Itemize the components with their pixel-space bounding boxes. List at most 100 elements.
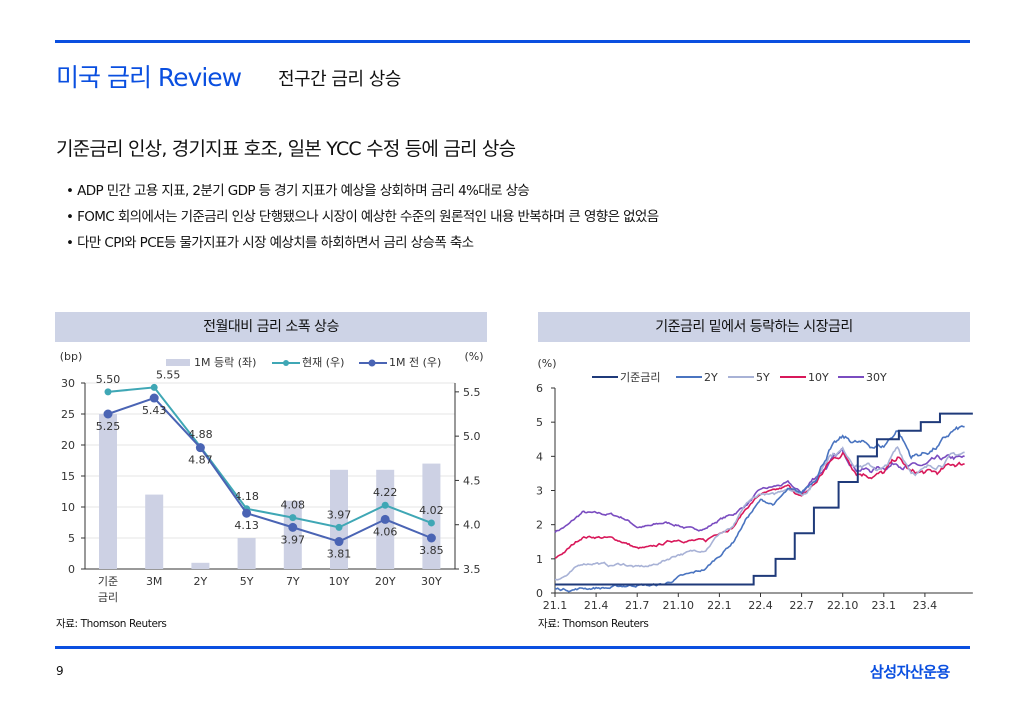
legend-marker xyxy=(283,360,289,366)
y-left-tick-label: 15 xyxy=(61,470,75,483)
x-tick-label: 22.7 xyxy=(789,599,814,612)
x-tick-label: 21.1 xyxy=(543,599,568,612)
bullet-item: FOMC 회의에서는 기준금리 인상 단행됐으나 시장이 예상한 수준의 원론적… xyxy=(66,204,659,230)
x-tick-label: 7Y xyxy=(286,575,300,588)
bar xyxy=(145,494,164,569)
x-tick-label: 23.1 xyxy=(872,599,897,612)
data-label: 3.81 xyxy=(327,548,352,561)
data-label: 5.50 xyxy=(96,373,121,386)
data-label: 4.18 xyxy=(234,490,259,503)
data-label: 3.85 xyxy=(419,544,444,557)
x-tick-label: 금리 xyxy=(98,591,118,604)
footer-rule xyxy=(55,646,970,649)
x-tick-label: 30Y xyxy=(421,575,442,588)
data-point xyxy=(335,523,343,531)
bar xyxy=(237,538,256,569)
y-tick-label: 2 xyxy=(536,519,543,532)
data-label: 4.22 xyxy=(373,486,398,499)
data-label: 3.97 xyxy=(281,533,306,546)
y-left-tick-label: 5 xyxy=(68,532,75,545)
legend-label: 10Y xyxy=(808,371,829,384)
series-line-prev xyxy=(107,396,432,543)
y-right-tick-label: 5.5 xyxy=(463,386,481,399)
bar xyxy=(191,562,210,569)
right-chart-title: 기준금리 밑에서 등락하는 시장금리 xyxy=(538,312,970,342)
data-point xyxy=(289,514,297,522)
data-label: 3.97 xyxy=(327,508,352,521)
headline: 기준금리 인상, 경기지표 호조, 일본 YCC 수정 등에 금리 상승 xyxy=(56,138,516,160)
data-point xyxy=(426,533,436,543)
x-tick-label: 23.4 xyxy=(913,599,938,612)
page-title: 미국 금리 Review xyxy=(56,63,242,92)
series-line-2y xyxy=(554,425,965,593)
legend-label: 1M 등락 (좌) xyxy=(194,356,256,369)
series-line-30y xyxy=(554,448,965,534)
y-tick-label: 0 xyxy=(536,587,543,600)
page-number: 9 xyxy=(56,664,64,678)
left-chart-source: 자료: Thomson Reuters xyxy=(56,618,167,630)
data-label: 4.13 xyxy=(234,519,259,532)
x-tick-label: 21.4 xyxy=(584,599,609,612)
legend-label: 30Y xyxy=(866,371,887,384)
x-tick-label: 10Y xyxy=(329,575,350,588)
x-tick-label: 22.10 xyxy=(827,599,859,612)
data-point xyxy=(150,383,158,391)
left-chart-title: 전월대비 금리 소폭 상승 xyxy=(55,312,487,342)
series-line-current xyxy=(107,386,432,529)
data-label: 5.55 xyxy=(156,368,181,381)
page-subtitle: 전구간 금리 상승 xyxy=(278,69,401,90)
y-tick-label: 5 xyxy=(536,416,543,429)
data-label: 4.06 xyxy=(373,525,398,538)
series-line-5y xyxy=(554,446,965,581)
data-label: 4.02 xyxy=(419,504,444,517)
x-tick-label: 22.1 xyxy=(707,599,732,612)
y-right-tick-label: 4.5 xyxy=(463,474,481,487)
y-right-tick-label: 4.0 xyxy=(463,519,481,532)
y-tick-label: 3 xyxy=(536,485,543,498)
header-rule xyxy=(55,40,970,43)
data-point xyxy=(381,501,389,509)
data-point xyxy=(288,522,298,532)
data-point xyxy=(149,393,159,403)
legend-label: 1M 전 (우) xyxy=(389,356,441,369)
data-point xyxy=(104,388,112,396)
data-label: 5.25 xyxy=(96,420,121,433)
data-label: 4.87 xyxy=(188,454,213,467)
data-label: 5.43 xyxy=(142,404,167,417)
legend-label: 5Y xyxy=(756,371,770,384)
x-tick-label: 기준 xyxy=(98,575,118,588)
y-tick-label: 4 xyxy=(536,450,543,463)
y-axis-label: (%) xyxy=(537,357,556,370)
data-point xyxy=(195,443,205,453)
y-tick-label: 1 xyxy=(536,553,543,566)
series-line-fed-rate xyxy=(555,412,973,586)
y-left-tick-label: 25 xyxy=(61,408,75,421)
x-tick-label: 2Y xyxy=(194,575,208,588)
bullet-item: ADP 민간 고용 지표, 2분기 GDP 등 경기 지표가 예상을 상회하며 … xyxy=(66,178,659,204)
data-point xyxy=(242,508,252,518)
data-label: 4.88 xyxy=(188,428,213,441)
data-point xyxy=(334,537,344,547)
legend-swatch-bar xyxy=(166,359,190,366)
data-label: 4.08 xyxy=(281,499,306,512)
x-tick-label: 22.4 xyxy=(748,599,773,612)
right-chart-source: 자료: Thomson Reuters xyxy=(538,618,649,630)
data-point xyxy=(427,519,435,527)
x-tick-label: 21.7 xyxy=(625,599,650,612)
y-left-axis-label: (bp) xyxy=(60,350,83,363)
data-point xyxy=(380,514,390,524)
legend-label: 기준금리 xyxy=(620,371,660,384)
x-tick-label: 3M xyxy=(146,575,163,588)
y-left-tick-label: 20 xyxy=(61,439,75,452)
bullet-item: 다만 CPI와 PCE등 물가지표가 시장 예상치를 하회하면서 금리 상승폭 … xyxy=(66,230,659,256)
y-right-tick-label: 5.0 xyxy=(463,430,481,443)
y-right-tick-label: 3.5 xyxy=(463,563,481,576)
bar xyxy=(99,414,117,569)
y-left-tick-label: 10 xyxy=(61,501,75,514)
x-tick-label: 20Y xyxy=(375,575,396,588)
bullet-list: ADP 민간 고용 지표, 2분기 GDP 등 경기 지표가 예상을 상회하며 … xyxy=(66,178,659,256)
legend-label: 2Y xyxy=(704,371,718,384)
company-logo: 삼성자산운용 xyxy=(870,663,950,681)
x-tick-label: 21.10 xyxy=(663,599,695,612)
